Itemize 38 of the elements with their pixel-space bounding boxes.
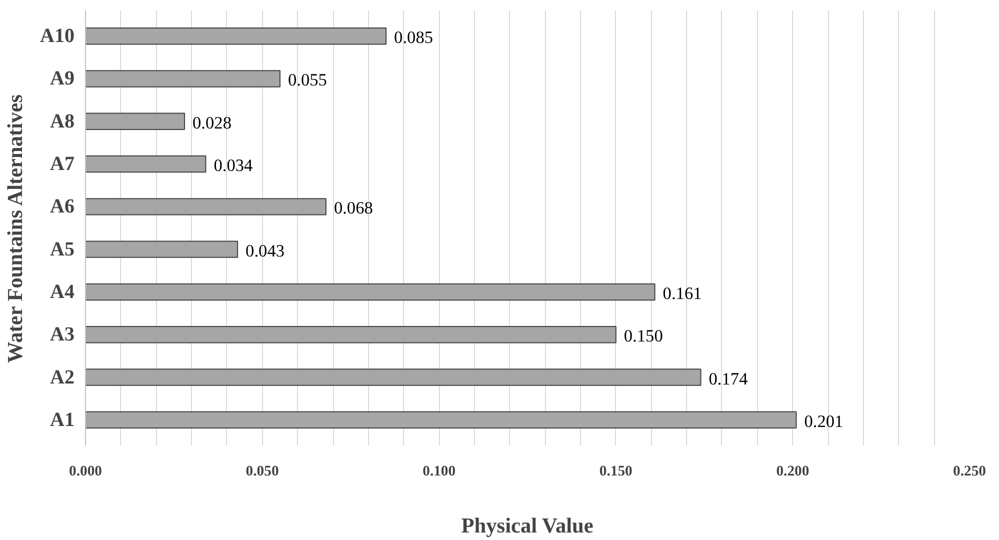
y-axis-title: Water Fountains Alternatives: [3, 94, 28, 364]
y-tick-label: A6: [50, 196, 75, 218]
data-label: 0.055: [288, 70, 327, 90]
x-tick-label: 0.250: [953, 464, 986, 480]
bar: [86, 27, 387, 45]
data-label: 0.028: [192, 113, 232, 132]
bar: [86, 283, 656, 301]
y-tick-label: A7: [50, 153, 75, 176]
data-label: 0.174: [708, 369, 748, 388]
data-label: 0.150: [624, 326, 663, 346]
x-tick-label: 0.100: [422, 464, 456, 480]
bar: [86, 155, 206, 173]
bar: [86, 326, 616, 344]
data-label: 0.043: [246, 241, 285, 260]
bar: [86, 240, 238, 258]
y-tick-label: A1: [50, 408, 75, 431]
y-tick-label: A9: [50, 68, 75, 90]
bar: [86, 368, 702, 386]
data-label: 0.068: [334, 198, 373, 218]
y-tick-label: A8: [50, 110, 75, 132]
bar: [86, 70, 280, 88]
data-label: 0.085: [394, 28, 434, 48]
bar: [86, 112, 186, 130]
x-tick-label: 0.150: [599, 464, 632, 480]
bar: [86, 411, 797, 429]
y-tick-label: A5: [50, 238, 75, 260]
y-tick-label: A10: [40, 25, 75, 48]
data-label: 0.161: [662, 284, 702, 303]
x-tick-label: 0.050: [246, 464, 279, 480]
bar: [86, 198, 326, 216]
y-tick-label: A3: [50, 324, 75, 346]
x-axis-title: Physical Value: [461, 514, 594, 538]
x-tick-label: 0.200: [776, 464, 810, 480]
y-tick-label: A4: [50, 280, 75, 303]
x-tick-label: 0.000: [69, 464, 102, 480]
data-label: 0.034: [214, 156, 254, 176]
data-label: 0.201: [804, 412, 844, 431]
y-tick-label: A2: [50, 366, 75, 388]
